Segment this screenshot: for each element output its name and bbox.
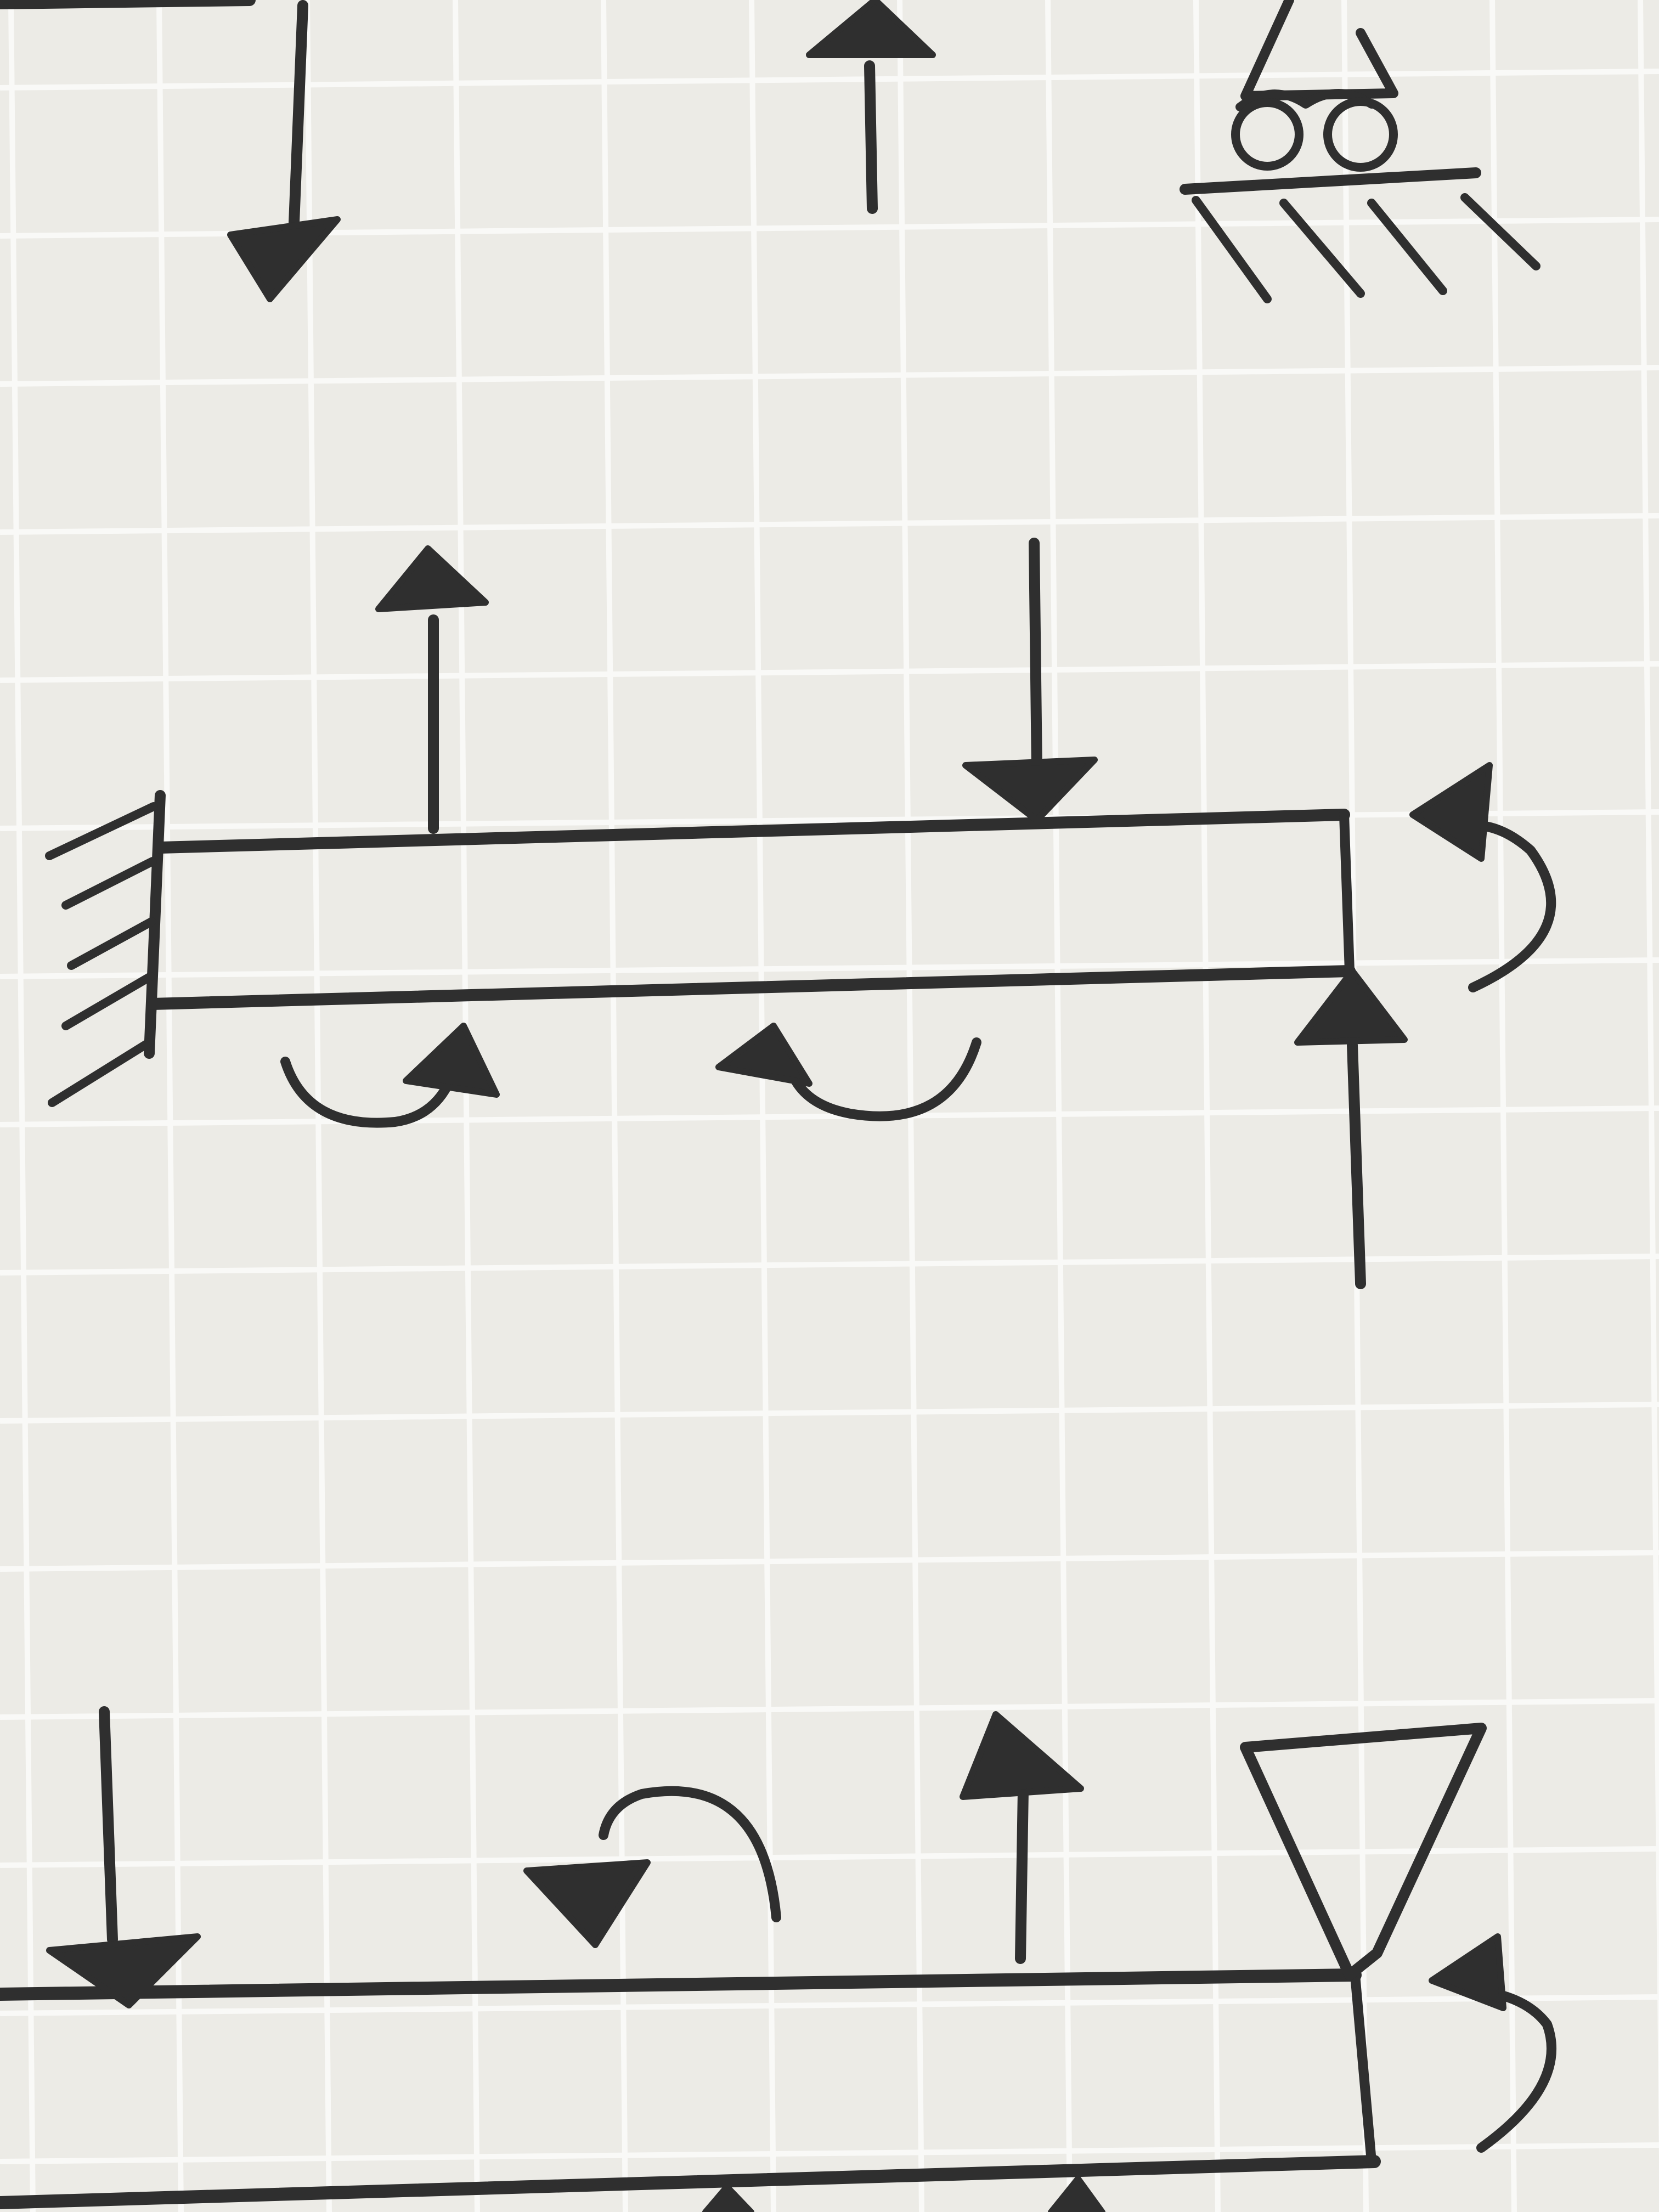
grid-line-horizontal (0, 1994, 1659, 2016)
grid-line-vertical (1193, 0, 1221, 2212)
top-fragment (0, 0, 1541, 303)
grid-line-horizontal (0, 957, 1659, 979)
grid-line-vertical (1045, 0, 1073, 2212)
grid-line-horizontal (0, 1550, 1659, 1572)
upward-force-arrow-left (375, 545, 489, 834)
grid-line-horizontal (0, 661, 1659, 683)
fixed-wall-support (45, 790, 166, 1107)
grid-line-vertical (453, 0, 480, 2212)
grid-line-horizontal (0, 2142, 1659, 2164)
moment-arrow-bottom-beam (523, 1786, 781, 1948)
grid-line-vertical (156, 0, 184, 2212)
grid-line-horizontal (0, 1402, 1659, 1424)
middle-beam-diagram (45, 538, 1556, 1289)
bottom-beam-diagram (0, 1706, 1556, 2212)
grid-line-vertical (1489, 0, 1517, 2212)
grid-line-vertical (897, 0, 924, 2212)
grid-line-horizontal (0, 809, 1659, 831)
roller-support-symbol (1180, 0, 1541, 303)
grid-line-vertical (8, 0, 36, 2212)
downward-force-arrow-bottom-left (46, 1706, 201, 2008)
grid-line-vertical (601, 0, 628, 2212)
downward-force-arrow-right (962, 538, 1098, 823)
upward-force-arrow-middle (806, 0, 936, 214)
upward-force-arrow-bottom (960, 1711, 1084, 1964)
cantilever-beam (146, 809, 1356, 1010)
moment-arrow-bottom-right (1429, 1933, 1556, 2153)
upward-force-arrow-end (1294, 968, 1408, 1289)
moment-arrow-bottom-middle (715, 1023, 981, 1121)
grid-line-horizontal (0, 1698, 1659, 1720)
grid-line-horizontal (0, 69, 1659, 91)
downward-force-arrow-left (227, 0, 341, 302)
grid-line-horizontal (0, 513, 1659, 535)
bottom-beam (0, 1968, 1381, 2209)
partial-arrowheads-bottom-edge (702, 2175, 1105, 2212)
pin-support-symbol (1240, 1723, 1487, 1980)
grid-line-horizontal (0, 1105, 1659, 1127)
grid-line-vertical (749, 0, 776, 2212)
beam-top-edge (0, 0, 256, 9)
grid-line-horizontal (0, 1254, 1659, 1276)
grid-line-horizontal (0, 1846, 1659, 1868)
moment-arrow-bottom-left (280, 1023, 500, 1128)
moment-arrow-right-end (1409, 762, 1556, 992)
grid-line-horizontal (0, 365, 1659, 387)
